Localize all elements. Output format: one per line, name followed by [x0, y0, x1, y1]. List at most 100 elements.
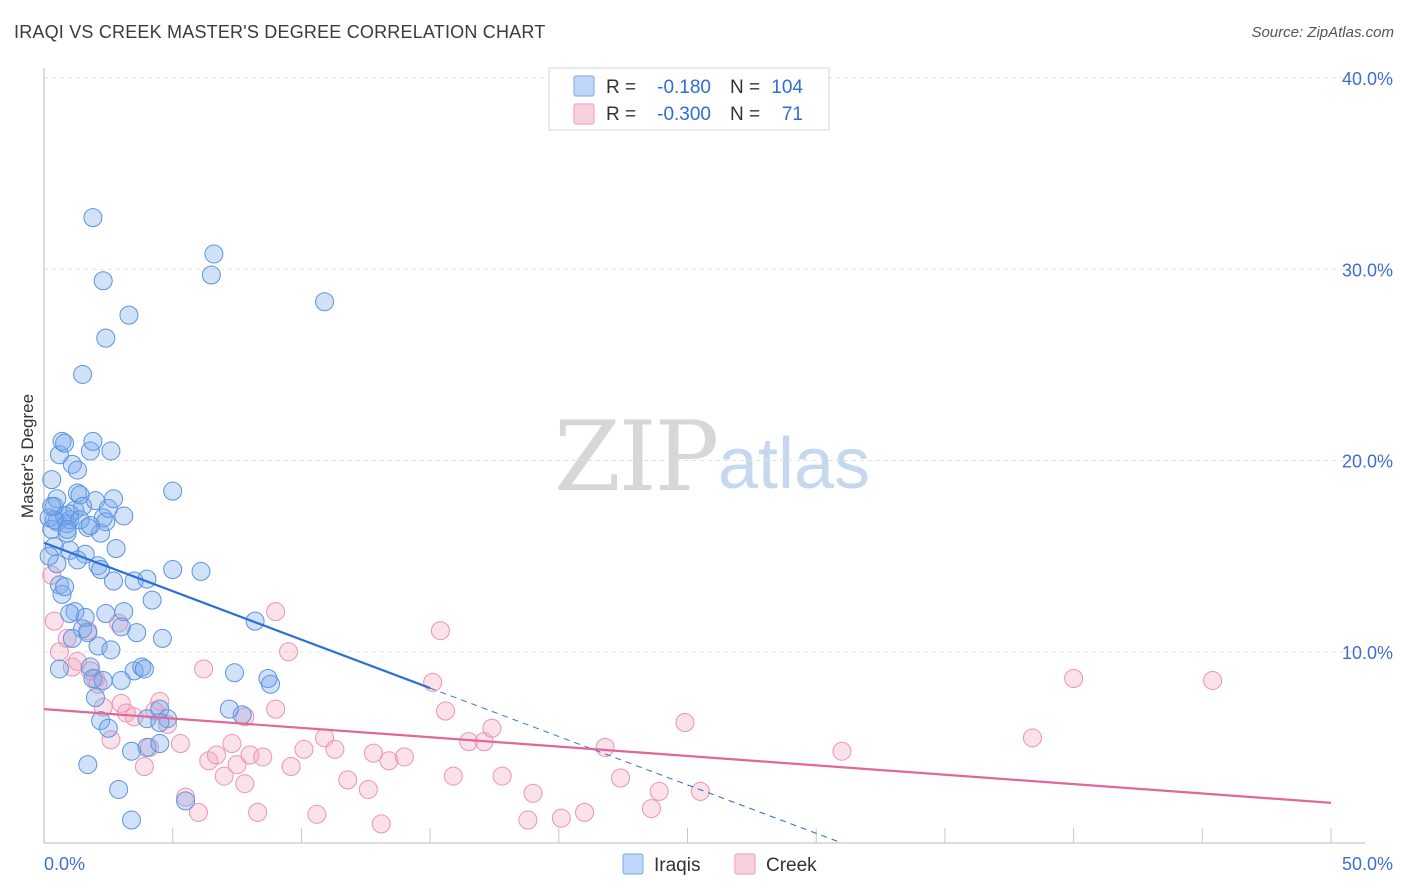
iraqis-trend-line-extension — [429, 687, 843, 844]
iraqis-point — [91, 711, 111, 731]
legend-swatch-creek — [573, 103, 595, 125]
iraqis-point — [101, 640, 121, 660]
creek-point — [150, 691, 170, 711]
legend-r-label-iraqis: R = — [606, 77, 636, 98]
iraqis-point — [70, 510, 90, 530]
iraqis-point — [96, 328, 116, 348]
legend-box — [548, 67, 830, 131]
creek-point — [188, 802, 208, 822]
creek-point — [649, 781, 669, 801]
iraqis-point — [111, 670, 131, 690]
bottom-legend-label-iraqis: Iraqis — [654, 855, 700, 876]
legend-n-label-iraqis: N = — [730, 77, 760, 98]
iraqis-point — [67, 550, 87, 570]
iraqis-point — [219, 699, 239, 719]
iraqis-point — [103, 571, 123, 591]
creek-points — [42, 565, 1223, 834]
iraqis-point — [52, 431, 72, 451]
iraqis-point — [315, 292, 335, 312]
creek-point — [518, 810, 538, 830]
x-tick-marks — [172, 828, 1332, 843]
y-tick-label: 10.0% — [1342, 643, 1393, 663]
creek-point — [214, 766, 234, 786]
iraqis-point — [83, 208, 103, 228]
legend-n-value-creek: 71 — [782, 104, 803, 125]
iraqis-point — [57, 519, 77, 539]
iraqis-point — [49, 659, 69, 679]
iraqis-point — [67, 460, 87, 480]
iraqis-point — [122, 810, 142, 830]
iraqis-point — [163, 481, 183, 501]
creek-point — [641, 799, 661, 819]
creek-point — [436, 701, 456, 721]
iraqis-point — [150, 734, 170, 754]
y-axis-label: Master's Degree — [18, 394, 37, 518]
creek-point — [294, 739, 314, 759]
creek-point — [57, 628, 77, 648]
iraqis-point — [80, 657, 100, 677]
iraqis-point — [83, 431, 103, 451]
creek-point — [379, 751, 399, 771]
creek-point — [222, 734, 242, 754]
creek-point — [1203, 670, 1223, 690]
creek-point — [281, 757, 301, 776]
iraqis-point — [106, 538, 126, 558]
y-tick-label: 40.0% — [1342, 69, 1393, 89]
iraqis-point — [78, 755, 98, 775]
creek-trend-line — [43, 708, 1332, 804]
legend-r-value-iraqis: -0.180 — [657, 77, 711, 98]
iraqis-point — [142, 590, 162, 610]
iraqis-point — [93, 670, 113, 690]
iraqis-point — [109, 779, 129, 799]
chart-title: IRAQI VS CREEK MASTER'S DEGREE CORRELATI… — [14, 22, 546, 42]
creek-point — [394, 747, 414, 767]
legend: R = -0.180 N = 104 R = -0.300 N = 71 — [548, 67, 830, 131]
creek-point — [325, 739, 345, 759]
iraqis-point — [55, 433, 75, 453]
creek-point — [307, 804, 327, 824]
creek-point — [111, 693, 131, 713]
creek-point — [338, 770, 358, 790]
x-tick-label-min: 0.0% — [44, 854, 85, 874]
creek-point — [158, 714, 178, 734]
creek-point — [170, 734, 190, 754]
legend-n-label-creek: N = — [730, 104, 760, 125]
creek-point — [101, 730, 121, 750]
iraqis-point — [122, 741, 142, 761]
creek-point — [194, 659, 214, 679]
iraqis-point — [80, 516, 100, 536]
legend-n-value-iraqis: 104 — [771, 77, 803, 98]
creek-point — [611, 768, 631, 788]
creek-point — [443, 766, 463, 786]
watermark-zip: ZIP — [554, 401, 717, 513]
creek-point — [595, 737, 615, 757]
iraqis-point — [42, 496, 62, 516]
creek-point — [482, 718, 502, 738]
iraqis-point — [137, 737, 157, 757]
creek-point — [430, 621, 450, 641]
bottom-legend-swatch-iraqis — [622, 853, 644, 875]
creek-point — [67, 651, 87, 671]
grid — [44, 77, 1365, 653]
iraqis-point — [88, 636, 108, 656]
iraqis-point — [73, 619, 93, 639]
iraqis-point — [98, 498, 118, 518]
source-label: Source: ZipAtlas.com — [1251, 24, 1394, 41]
bottom-legend-swatch-creek — [734, 853, 756, 875]
creek-point — [266, 602, 286, 622]
iraqis-point — [132, 657, 152, 677]
creek-point — [832, 741, 852, 761]
creek-point — [206, 745, 226, 765]
legend-r-label-creek: R = — [606, 104, 636, 125]
iraqis-point — [176, 791, 196, 811]
creek-point — [44, 611, 64, 631]
iraqis-trend-line — [43, 541, 431, 690]
iraqis-point — [111, 617, 131, 637]
creek-point — [675, 713, 695, 733]
y-tick-label: 20.0% — [1342, 452, 1393, 472]
creek-point — [1064, 669, 1084, 689]
legend-r-value-creek: -0.300 — [657, 104, 711, 125]
iraqis-point — [137, 709, 157, 729]
y-tick-labels: 10.0% 20.0% 30.0% 40.0% — [1342, 69, 1393, 663]
iraqis-point — [152, 628, 172, 648]
